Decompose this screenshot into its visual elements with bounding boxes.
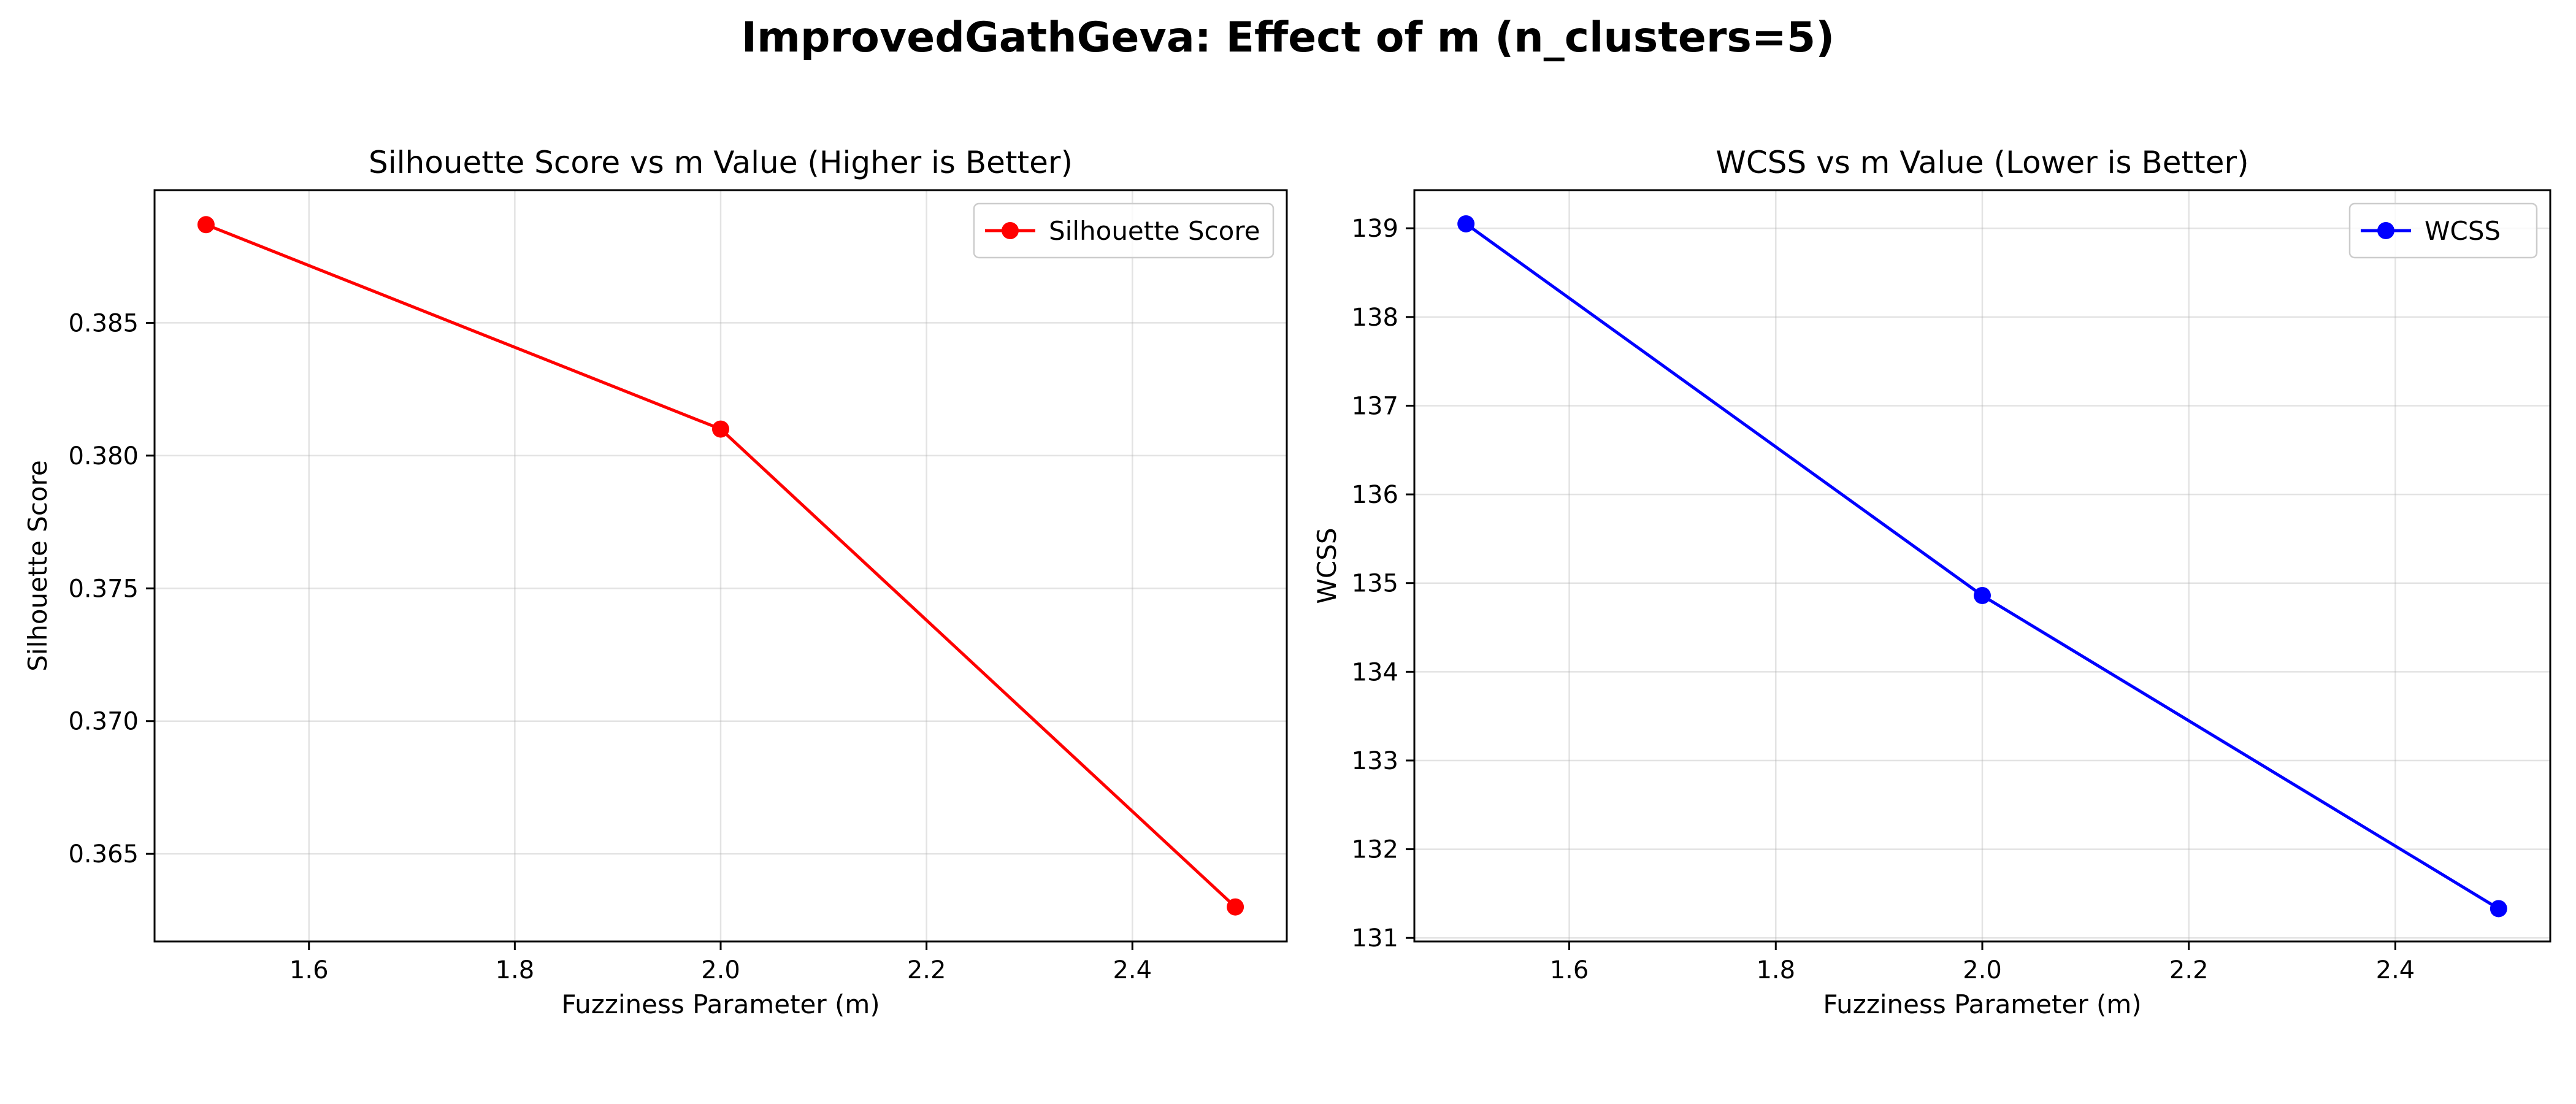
wcss-title: WCSS vs m Value (Lower is Better) bbox=[1715, 145, 2248, 180]
wcss-ytick-label-6: 137 bbox=[1352, 392, 1398, 420]
silhouette-xlabel: Fuzziness Parameter (m) bbox=[561, 989, 880, 1019]
wcss-point-1 bbox=[1974, 586, 1991, 604]
wcss-legend-label: WCSS bbox=[2425, 216, 2501, 246]
silhouette-xtick-label-3: 2.2 bbox=[907, 956, 946, 984]
figure-title: ImprovedGathGeva: Effect of m (n_cluster… bbox=[741, 13, 1835, 62]
wcss-ytick-label-4: 135 bbox=[1352, 570, 1398, 598]
silhouette-legend-label: Silhouette Score bbox=[1049, 216, 1260, 246]
silhouette-ytick-label-0: 0.365 bbox=[68, 840, 139, 868]
wcss-ytick-label-7: 138 bbox=[1352, 304, 1398, 332]
silhouette-title: Silhouette Score vs m Value (Higher is B… bbox=[369, 145, 1073, 180]
silhouette-xtick-label-2: 2.0 bbox=[701, 956, 740, 984]
wcss-point-2 bbox=[2490, 900, 2507, 918]
wcss-legend: WCSS bbox=[2348, 202, 2538, 259]
silhouette-xtick-label-0: 1.6 bbox=[289, 956, 329, 984]
silhouette-ytick-label-2: 0.375 bbox=[68, 575, 139, 603]
silhouette-legend-box bbox=[973, 202, 1275, 259]
wcss-ytick-label-8: 139 bbox=[1352, 215, 1398, 243]
silhouette-subplot: 1.6 1.8 2.0 2.2 2.4 0.365 0.370 0.375 0.380 0.385… bbox=[23, 145, 1288, 1019]
wcss-ytick-label-2: 133 bbox=[1352, 747, 1398, 775]
wcss-ytick-label-0: 131 bbox=[1352, 924, 1398, 953]
wcss-xlabel: Fuzziness Parameter (m) bbox=[1823, 989, 2141, 1019]
wcss-point-0 bbox=[1457, 215, 1475, 232]
wcss-xtick-label-1: 1.8 bbox=[1756, 956, 1795, 984]
wcss-legend-box bbox=[2348, 202, 2538, 259]
wcss-subplot: 1.6 1.8 2.0 2.2 2.4 131 132 133 134 135 136 137 138 1… bbox=[1312, 145, 2551, 1019]
silhouette-xtick-label-4: 2.4 bbox=[1113, 956, 1152, 984]
wcss-ytick-label-3: 134 bbox=[1352, 658, 1398, 686]
silhouette-point-1 bbox=[712, 420, 729, 438]
silhouette-ytick-label-4: 0.385 bbox=[68, 309, 139, 337]
silhouette-legend-marker bbox=[1002, 222, 1019, 239]
silhouette-legend: Silhouette Score bbox=[973, 202, 1275, 259]
silhouette-point-0 bbox=[197, 216, 215, 234]
wcss-xtick-label-3: 2.2 bbox=[2169, 956, 2209, 984]
wcss-xtick-label-2: 2.0 bbox=[1963, 956, 2002, 984]
silhouette-point-2 bbox=[1227, 898, 1244, 916]
silhouette-ytick-label-3: 0.380 bbox=[68, 442, 139, 470]
silhouette-xtick-label-1: 1.8 bbox=[496, 956, 535, 984]
wcss-xtick-label-4: 2.4 bbox=[2376, 956, 2415, 984]
wcss-ytick-label-1: 132 bbox=[1352, 836, 1398, 864]
wcss-legend-marker bbox=[2377, 222, 2394, 239]
wcss-ytick-label-5: 136 bbox=[1352, 481, 1398, 509]
silhouette-ylabel: Silhouette Score bbox=[23, 460, 53, 672]
wcss-ylabel: WCSS bbox=[1312, 527, 1342, 604]
wcss-xtick-label-0: 1.6 bbox=[1550, 956, 1589, 984]
silhouette-ytick-label-1: 0.370 bbox=[68, 708, 139, 736]
